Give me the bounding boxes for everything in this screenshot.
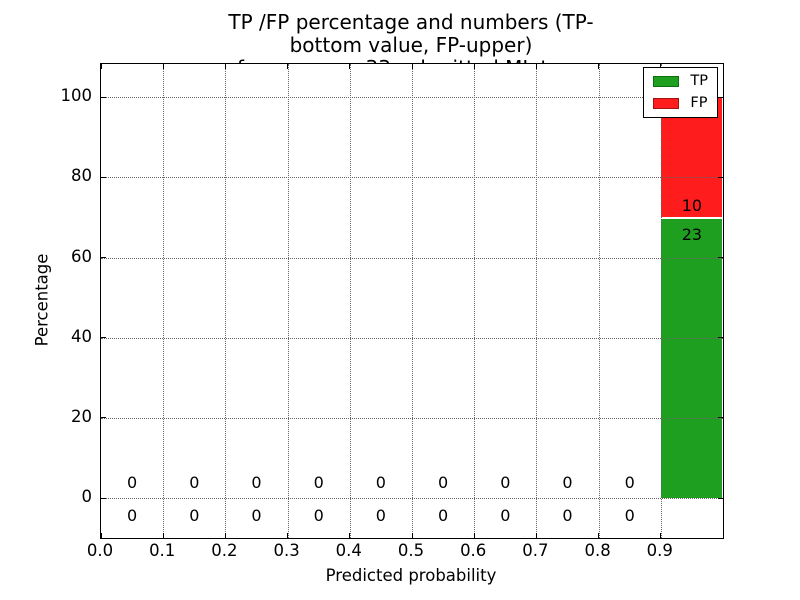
x-tick-label: 0.9: [646, 541, 673, 560]
y-tick-mark: [718, 257, 723, 258]
x-tick-mark: [411, 64, 413, 69]
legend-swatch-tp-icon: [653, 75, 680, 87]
y-tick-label: 80: [71, 166, 92, 186]
y-tick-label: 0: [81, 487, 93, 506]
x-tick-mark: [287, 533, 289, 538]
tp-count-label: 0: [500, 506, 511, 525]
x-tick-mark: [100, 64, 102, 69]
fp-count-label: 0: [624, 473, 635, 492]
y-tick-mark: [101, 257, 106, 258]
plot-area: TP FP 0 0 0 0 0 0 0 0 0 0 0 0 0 0 0 0 0 0 10 23: [100, 63, 724, 539]
x-tick-mark: [287, 64, 289, 69]
tp-count-label: 0: [375, 506, 386, 525]
x-tick-mark: [598, 64, 600, 69]
tp-count-label: 0: [127, 506, 138, 525]
legend-swatch-fp-icon: [653, 97, 680, 109]
tp-count-label: 0: [438, 506, 449, 525]
h-gridline: [101, 257, 723, 259]
fp-count-label: 0: [189, 473, 200, 492]
tp-count-label: 0: [251, 506, 262, 525]
y-tick-mark: [101, 497, 106, 499]
x-tick-label: 0.2: [211, 541, 238, 560]
y-tick-mark: [718, 497, 723, 499]
legend: TP FP: [643, 67, 718, 118]
y-tick-mark: [718, 96, 723, 98]
fp-count-label: 0: [251, 473, 262, 492]
v-gridline: [163, 64, 165, 538]
y-tick-label: 20: [71, 406, 92, 426]
y-tick-label: 40: [71, 326, 92, 346]
h-gridline: [101, 177, 723, 179]
x-tick-mark: [598, 533, 600, 538]
x-tick-label: 0.7: [522, 541, 549, 560]
x-tick-mark: [349, 64, 351, 69]
x-tick-mark: [535, 533, 537, 538]
x-tick-mark: [535, 64, 537, 69]
x-tick-mark: [224, 533, 226, 538]
y-tick-mark: [101, 176, 106, 178]
v-gridline: [598, 64, 600, 538]
fp-count-label: 0: [127, 473, 138, 492]
fp-count-label: 0: [375, 473, 386, 492]
x-axis-label: Predicted probability: [325, 566, 497, 585]
tp-count-label: 23: [681, 224, 703, 244]
x-tick-mark: [473, 64, 475, 69]
x-tick-label: 0.4: [335, 541, 362, 560]
v-gridline: [349, 64, 351, 538]
legend-label-tp: TP: [690, 73, 708, 89]
y-tick-label: 60: [71, 246, 92, 266]
y-tick-mark: [718, 417, 723, 419]
x-tick-label: 0.8: [584, 541, 611, 560]
v-gridline: [225, 64, 227, 538]
v-gridline: [474, 64, 476, 538]
y-tick-mark: [718, 176, 723, 178]
x-tick-mark: [660, 533, 662, 538]
tp-count-label: 0: [313, 506, 324, 525]
fp-count-label: 0: [562, 473, 573, 492]
legend-entry-fp: FP: [653, 95, 708, 111]
x-tick-mark: [411, 533, 413, 538]
x-tick-label: 0.5: [397, 541, 425, 560]
x-tick-label: 0.3: [273, 541, 300, 560]
x-tick-mark: [224, 64, 226, 69]
legend-entry-tp: TP: [653, 73, 708, 89]
v-gridline: [412, 64, 413, 538]
x-tick-label: 0.1: [149, 541, 176, 560]
v-gridline: [287, 64, 289, 538]
tp-count-label: 0: [562, 506, 573, 525]
x-tick-mark: [473, 533, 475, 538]
y-tick-mark: [718, 337, 723, 339]
y-tick-mark: [101, 337, 106, 339]
h-gridline: [101, 97, 723, 99]
h-gridline: [101, 417, 723, 419]
v-gridline: [536, 64, 538, 538]
tp-count-label: 0: [189, 506, 200, 525]
y-tick-label: 100: [60, 86, 93, 106]
fp-count-label: 0: [500, 473, 511, 492]
h-gridline: [101, 337, 723, 339]
x-tick-label: 0.6: [460, 541, 487, 560]
x-tick-label: 0.0: [86, 541, 114, 560]
fp-count-label: 10: [681, 195, 703, 215]
bar-segment-tp: [661, 218, 722, 499]
y-tick-mark: [101, 417, 106, 419]
y-tick-mark: [101, 96, 106, 98]
x-tick-mark: [349, 533, 351, 538]
x-tick-mark: [100, 533, 102, 538]
fp-count-label: 0: [313, 473, 324, 492]
h-gridline: [101, 498, 723, 499]
tp-count-label: 0: [624, 506, 635, 525]
x-tick-mark: [162, 64, 164, 69]
x-tick-mark: [162, 533, 164, 538]
fp-count-label: 0: [438, 473, 449, 492]
legend-label-fp: FP: [690, 95, 708, 111]
